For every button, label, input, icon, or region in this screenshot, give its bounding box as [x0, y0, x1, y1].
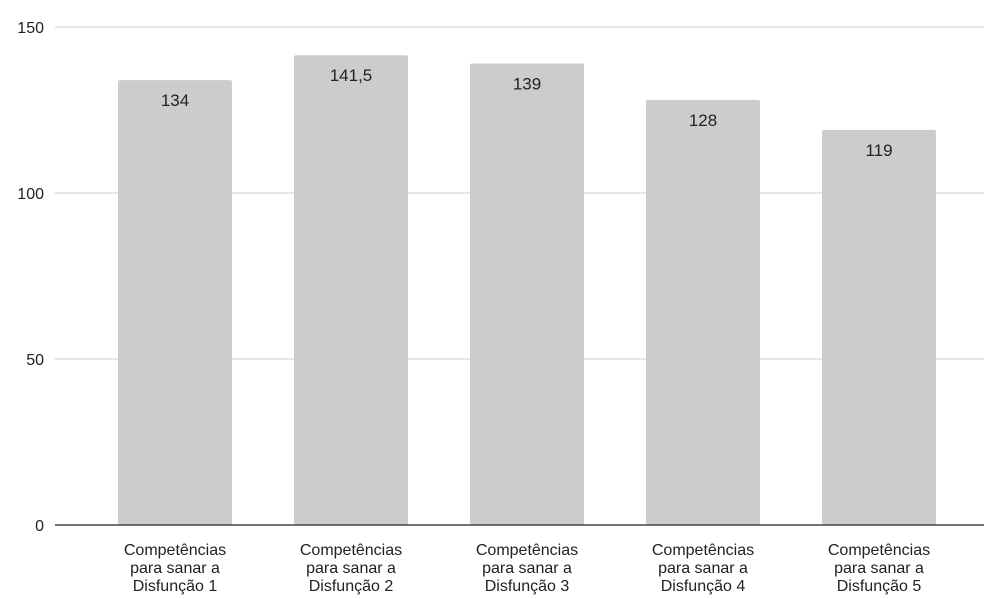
x-category-label: Disfunção 1	[133, 578, 218, 595]
bar	[118, 80, 232, 526]
data-label: 141,5	[330, 66, 373, 85]
bar	[646, 100, 760, 525]
bar	[822, 129, 936, 526]
x-category-label: Disfunção 5	[837, 578, 922, 595]
x-category-label: Competências	[476, 542, 578, 559]
x-category-label: Competências	[828, 542, 930, 559]
data-labels: 134 141,5 139 128 119	[161, 66, 893, 160]
data-label: 134	[161, 91, 189, 110]
x-category-label: Disfunção 4	[661, 578, 746, 595]
bar	[470, 63, 584, 526]
x-category-label: para sanar a	[658, 560, 748, 577]
y-tick-label: 150	[17, 20, 44, 37]
y-tick-label: 100	[17, 186, 44, 203]
x-category-label: para sanar a	[834, 560, 924, 577]
bars	[118, 55, 936, 526]
x-category-label: Disfunção 2	[309, 578, 394, 595]
data-label: 139	[513, 75, 541, 94]
x-category-label: para sanar a	[482, 560, 572, 577]
x-category-label: para sanar a	[130, 560, 220, 577]
data-label: 128	[689, 111, 717, 130]
x-category-label: para sanar a	[306, 560, 396, 577]
bar	[294, 55, 408, 525]
x-category-label: Competências	[652, 542, 754, 559]
data-label: 119	[865, 141, 892, 160]
x-category-label: Disfunção 3	[485, 578, 570, 595]
y-axis-ticks: 0 50 100 150	[17, 20, 44, 535]
x-category-label: Competências	[300, 542, 402, 559]
x-category-label: Competências	[124, 542, 226, 559]
y-tick-label: 50	[26, 352, 44, 369]
y-tick-label: 0	[35, 518, 44, 535]
